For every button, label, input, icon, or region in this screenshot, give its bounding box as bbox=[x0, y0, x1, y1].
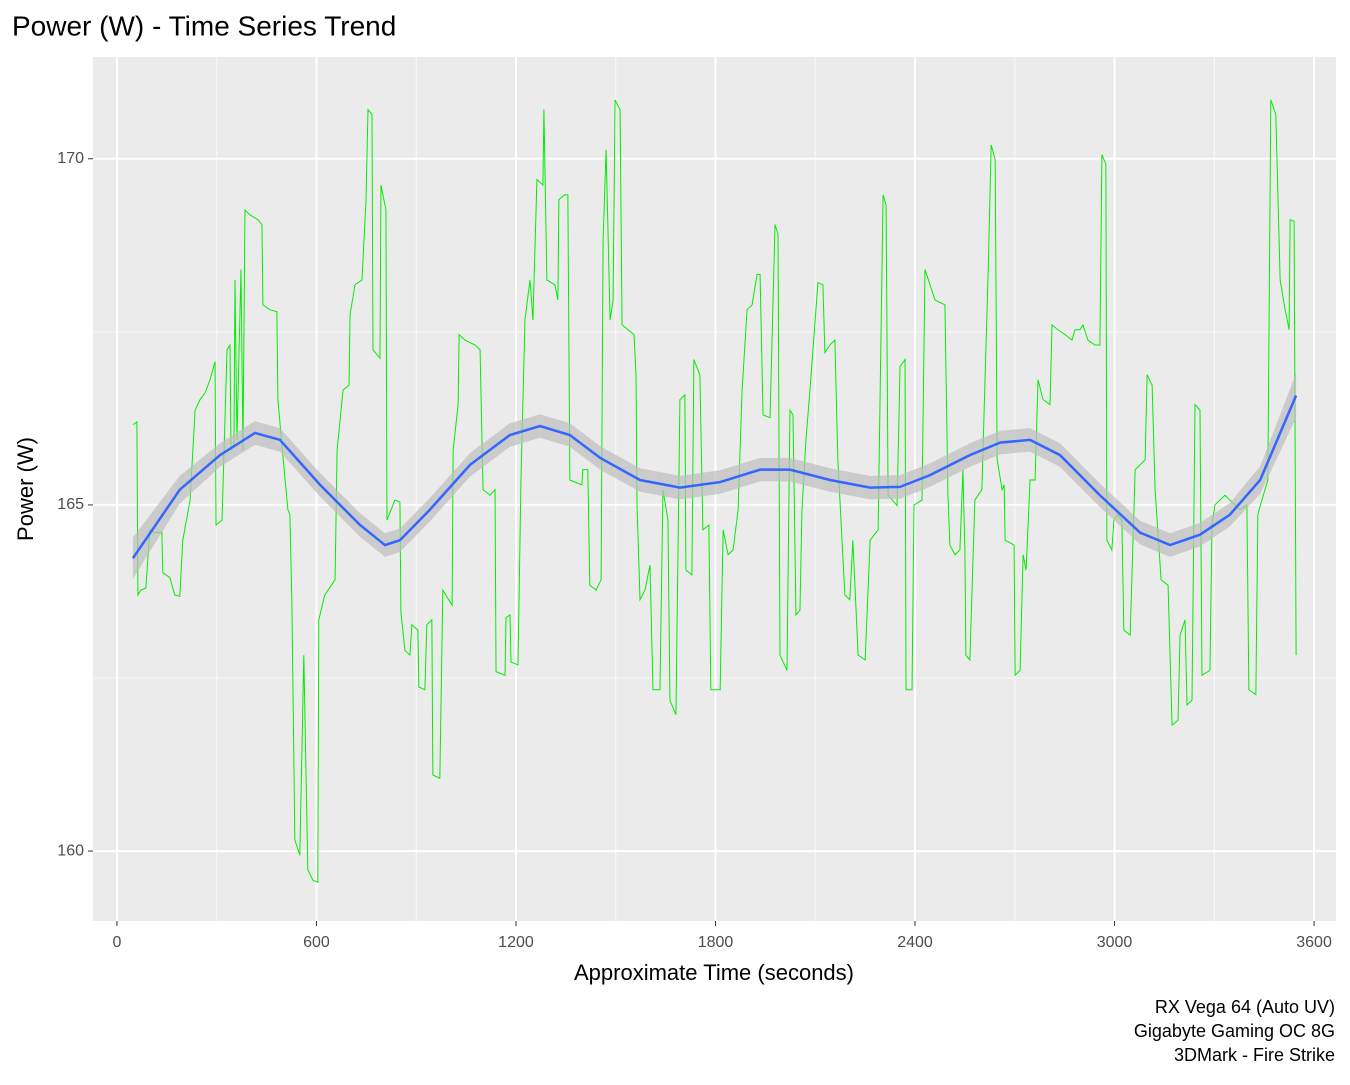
y-tick-label: 170 bbox=[57, 150, 84, 167]
caption-line: RX Vega 64 (Auto UV) bbox=[1155, 997, 1335, 1017]
x-tick-label: 0 bbox=[112, 934, 121, 951]
x-tick-label: 2400 bbox=[897, 934, 933, 951]
x-tick-label: 1800 bbox=[698, 934, 734, 951]
x-tick-label: 3600 bbox=[1296, 934, 1332, 951]
x-tick-label: 600 bbox=[303, 934, 330, 951]
caption-line: Gigabyte Gaming OC 8G bbox=[1134, 1021, 1335, 1041]
confidence-band bbox=[132, 373, 1297, 579]
chart-title: Power (W) - Time Series Trend bbox=[12, 10, 396, 41]
y-axis-title: Power (W) bbox=[13, 437, 38, 541]
data-line bbox=[132, 99, 1297, 883]
x-axis-title: Approximate Time (seconds) bbox=[574, 960, 854, 985]
y-tick-label: 160 bbox=[57, 842, 84, 859]
caption-line: 3DMark - Fire Strike bbox=[1174, 1045, 1335, 1065]
x-tick-label: 1200 bbox=[498, 934, 534, 951]
x-tick-label: 3000 bbox=[1097, 934, 1133, 951]
y-tick-label: 165 bbox=[57, 496, 84, 513]
smooth-line bbox=[131, 395, 1298, 559]
